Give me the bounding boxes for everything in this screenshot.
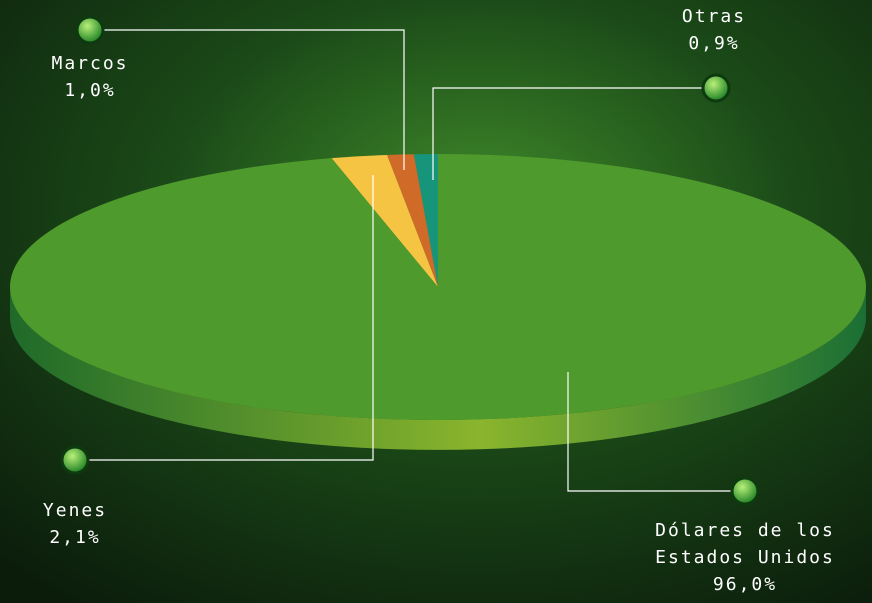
leader-lines <box>75 29 745 492</box>
pie-slice <box>413 154 438 287</box>
value-label: 1,0% <box>64 80 116 101</box>
leader-line <box>567 372 745 492</box>
marker <box>75 15 105 45</box>
marker <box>60 445 90 475</box>
pie-slice <box>331 154 438 287</box>
category-label: Dólares de los Estados Unidos <box>655 520 835 568</box>
pie-slice <box>387 154 438 287</box>
value-label: 96,0% <box>712 574 778 595</box>
pie-side <box>10 287 866 450</box>
slice-label: Yenes 2,1% <box>15 497 135 551</box>
leader-line <box>75 175 374 461</box>
slice-label: Dólares de los Estados Unidos 96,0% <box>628 517 862 598</box>
marker <box>701 73 731 103</box>
slice-label: Marcos 1,0% <box>30 50 150 104</box>
value-label: 2,1% <box>49 527 101 548</box>
value-label: 0,9% <box>688 33 740 54</box>
leader-line <box>97 29 405 170</box>
slices <box>10 153 867 420</box>
marker <box>730 476 760 506</box>
slice-label: Otras 0,9% <box>654 3 774 57</box>
category-label: Otras <box>681 6 747 27</box>
markers <box>60 15 760 506</box>
category-label: Yenes <box>42 500 108 521</box>
pie-slice <box>10 153 867 420</box>
leader-line <box>432 87 712 180</box>
category-label: Marcos <box>51 53 129 74</box>
